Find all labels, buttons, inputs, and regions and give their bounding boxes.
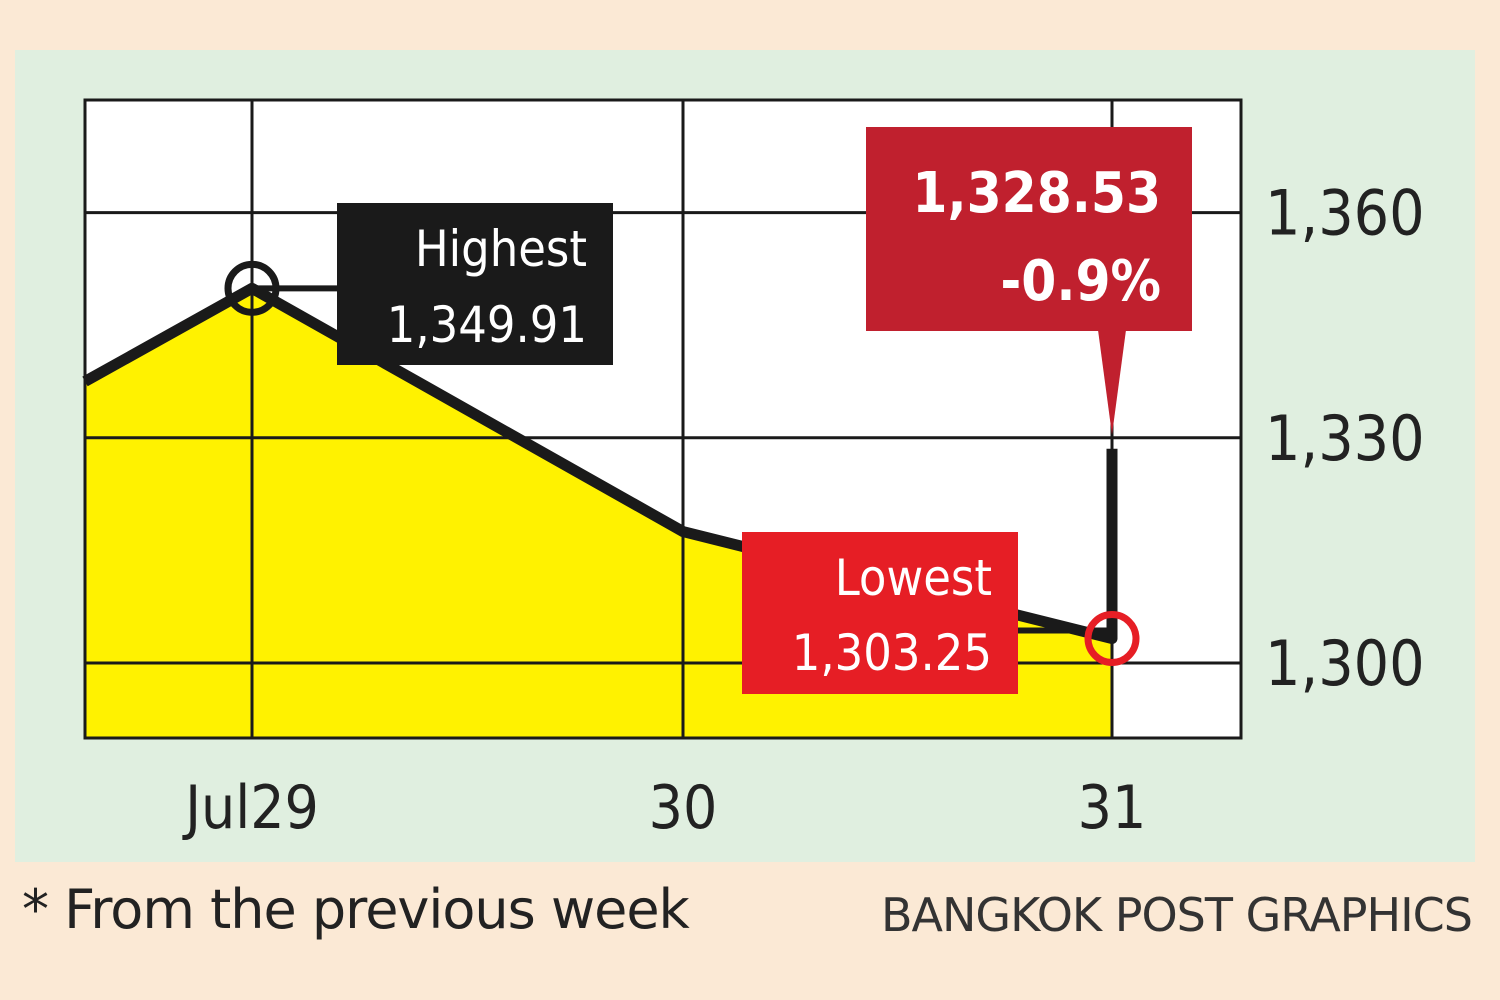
chart: 1,300 1,330 1,360 Jul29 30 31 Highest 1,349.… (82, 98, 1425, 843)
close-pointer (1098, 330, 1126, 435)
low-value: 1,303.25 (792, 624, 992, 682)
x-tick-label: 30 (649, 773, 718, 843)
low-label: Lowest (835, 549, 992, 607)
low-callout (742, 532, 1018, 694)
y-tick-label: 1,300 (1265, 627, 1425, 700)
x-tick-label: Jul29 (182, 773, 319, 843)
credit: BANGKOK POST GRAPHICS (880, 888, 1473, 942)
series-line (82, 282, 1118, 645)
close-value: 1,328.53 (912, 161, 1161, 226)
close-change: -0.9% (1000, 249, 1161, 314)
high-marker (224, 260, 280, 316)
y-tick-label: 1,360 (1265, 177, 1425, 250)
y-axis: 1,300 1,330 1,360 (1265, 177, 1425, 700)
x-axis: Jul29 30 31 (182, 773, 1146, 843)
low-marker (1084, 611, 1140, 667)
x-tick-label: 31 (1078, 773, 1147, 843)
chart-panel: 1,300 1,330 1,360 Jul29 30 31 Highest 1,349.… (15, 50, 1475, 862)
high-value: 1,349.91 (387, 296, 587, 354)
high-label: Highest (415, 220, 587, 278)
close-callout (866, 127, 1192, 331)
high-callout (337, 203, 613, 365)
plot-border (83, 98, 1243, 740)
footnote: * From the previous week (22, 878, 690, 941)
y-tick-label: 1,330 (1265, 402, 1425, 475)
